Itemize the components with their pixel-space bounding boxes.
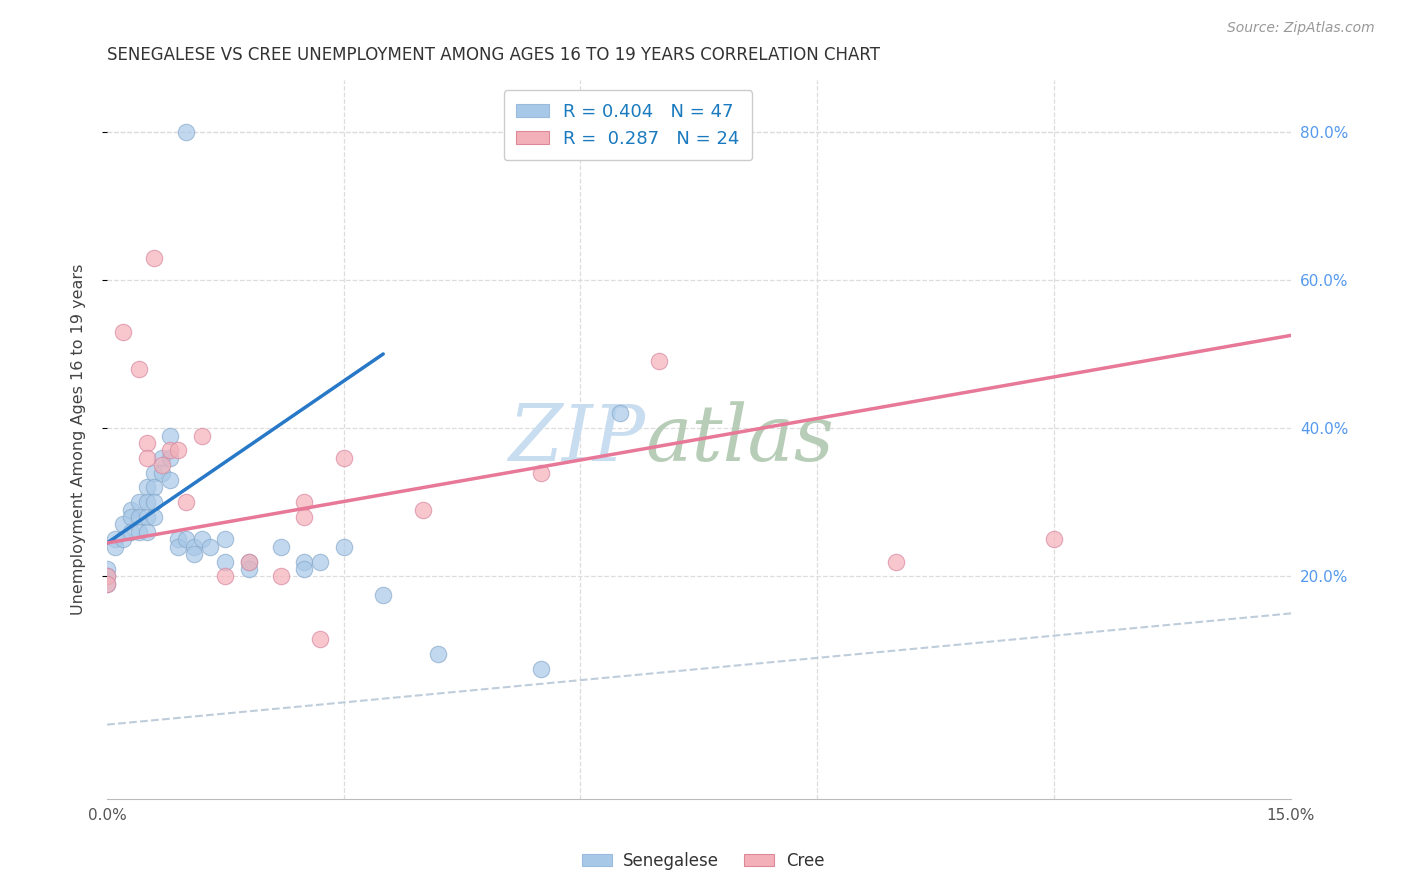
Point (309, 555, 332, 569)
Point (143, 466, 166, 480)
Point (292, 510, 315, 524)
Point (884, 555, 907, 569)
Point (128, 524, 150, 539)
Point (167, 540, 190, 554)
Point (128, 510, 150, 524)
Text: ZIP: ZIP (509, 401, 645, 477)
Point (238, 562, 260, 576)
Point (167, 533, 190, 547)
Point (135, 436, 157, 450)
Point (238, 555, 260, 569)
Legend: Senegalese, Cree: Senegalese, Cree (575, 846, 831, 877)
Point (427, 647, 450, 661)
Point (238, 555, 260, 569)
Point (292, 562, 315, 576)
Point (135, 450, 157, 465)
Point (128, 495, 150, 509)
Point (214, 555, 236, 569)
Point (412, 502, 434, 516)
Point (96, 569, 118, 583)
Point (111, 325, 134, 339)
Point (135, 524, 157, 539)
Point (159, 450, 181, 465)
Point (150, 458, 173, 472)
Point (530, 466, 553, 480)
Point (373, 588, 395, 602)
Point (1043, 533, 1066, 547)
Text: SENEGALESE VS CREE UNEMPLOYMENT AMONG AGES 16 TO 19 YEARS CORRELATION CHART: SENEGALESE VS CREE UNEMPLOYMENT AMONG AG… (107, 46, 880, 64)
Point (167, 443, 190, 458)
Text: atlas: atlas (645, 401, 834, 477)
Point (609, 406, 631, 420)
Point (96, 562, 118, 576)
Point (214, 533, 236, 547)
Point (292, 495, 315, 509)
Point (135, 480, 157, 494)
Point (96, 576, 118, 591)
Point (143, 251, 166, 265)
Point (150, 450, 173, 465)
Point (120, 502, 142, 516)
Point (159, 428, 181, 442)
Point (111, 517, 134, 532)
Point (333, 450, 356, 465)
Point (159, 443, 181, 458)
Text: Source: ZipAtlas.com: Source: ZipAtlas.com (1227, 21, 1375, 35)
Point (174, 124, 197, 138)
Point (198, 540, 221, 554)
Point (120, 524, 142, 539)
Point (214, 569, 236, 583)
Point (150, 466, 173, 480)
Point (111, 533, 134, 547)
Point (190, 533, 212, 547)
Point (159, 473, 181, 487)
Point (104, 540, 127, 554)
Point (143, 510, 166, 524)
Point (120, 510, 142, 524)
Point (183, 547, 205, 561)
Point (143, 480, 166, 494)
Point (104, 533, 127, 547)
Point (174, 495, 197, 509)
Point (270, 540, 292, 554)
Point (270, 569, 292, 583)
Y-axis label: Unemployment Among Ages 16 to 19 years: Unemployment Among Ages 16 to 19 years (72, 263, 86, 615)
Point (96, 576, 118, 591)
Point (128, 361, 150, 376)
Legend: R = 0.404   N = 47, R =  0.287   N = 24: R = 0.404 N = 47, R = 0.287 N = 24 (503, 90, 752, 161)
Point (309, 632, 332, 647)
Point (190, 428, 212, 442)
Point (135, 510, 157, 524)
Point (135, 495, 157, 509)
Point (183, 540, 205, 554)
Point (292, 555, 315, 569)
Point (333, 540, 356, 554)
Point (530, 662, 553, 676)
Point (96, 569, 118, 583)
Point (174, 533, 197, 547)
Point (648, 354, 671, 368)
Point (143, 495, 166, 509)
